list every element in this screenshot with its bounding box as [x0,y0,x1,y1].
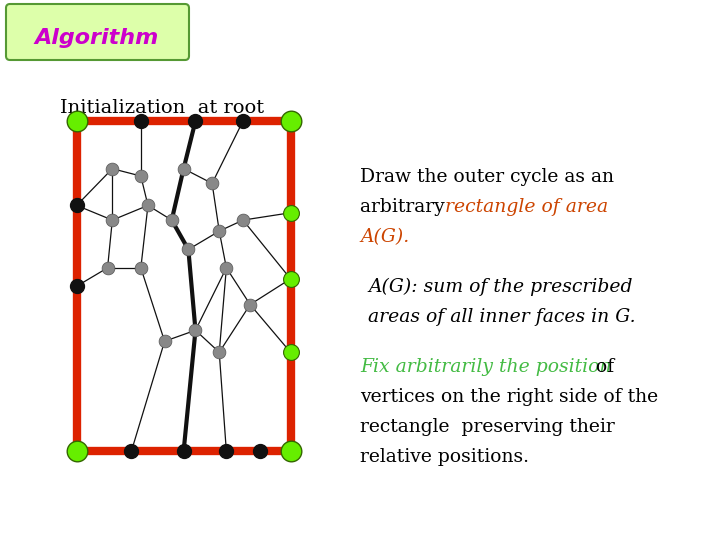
Point [285,447,297,456]
Text: areas of all inner faces in G.: areas of all inner faces in G. [368,308,636,326]
Text: arbitrary: arbitrary [360,198,456,216]
Point [238,117,249,125]
Point [107,164,118,173]
Point [285,117,297,125]
Point [254,447,266,456]
Point [166,216,178,225]
Text: Initialization  at root: Initialization at root [60,99,264,117]
Text: relative positions.: relative positions. [360,448,529,466]
Point [71,117,83,125]
Point [102,264,113,272]
Point [214,227,225,235]
Point [135,172,147,180]
Text: Algorithm: Algorithm [35,28,159,48]
Point [220,264,232,272]
Point [178,447,189,456]
Text: A(G).: A(G). [360,228,409,246]
Text: vertices on the right side of the: vertices on the right side of the [360,388,658,406]
Text: of: of [590,358,614,376]
Point [220,447,232,456]
Text: Fix arbitrarily the position: Fix arbitrarily the position [360,358,611,376]
Point [125,447,137,456]
Point [71,282,83,291]
Text: rectangle  preserving their: rectangle preserving their [360,418,615,436]
Point [190,117,202,125]
Point [207,179,218,188]
Point [159,337,171,346]
Point [285,274,297,283]
Text: A(G): sum of the prescribed: A(G): sum of the prescribed [368,278,632,296]
Point [244,300,256,309]
Text: Draw the outer cycle as an: Draw the outer cycle as an [360,168,614,186]
Text: rectangle of area: rectangle of area [445,198,608,216]
Point [190,326,202,335]
Point [214,348,225,356]
Point [107,216,118,225]
Point [285,208,297,217]
Point [143,201,154,210]
Point [71,447,83,456]
Point [178,164,189,173]
Point [71,201,83,210]
Point [183,245,194,254]
Point [135,117,147,125]
Point [285,348,297,356]
Point [135,264,147,272]
Point [238,216,249,225]
FancyBboxPatch shape [6,4,189,60]
